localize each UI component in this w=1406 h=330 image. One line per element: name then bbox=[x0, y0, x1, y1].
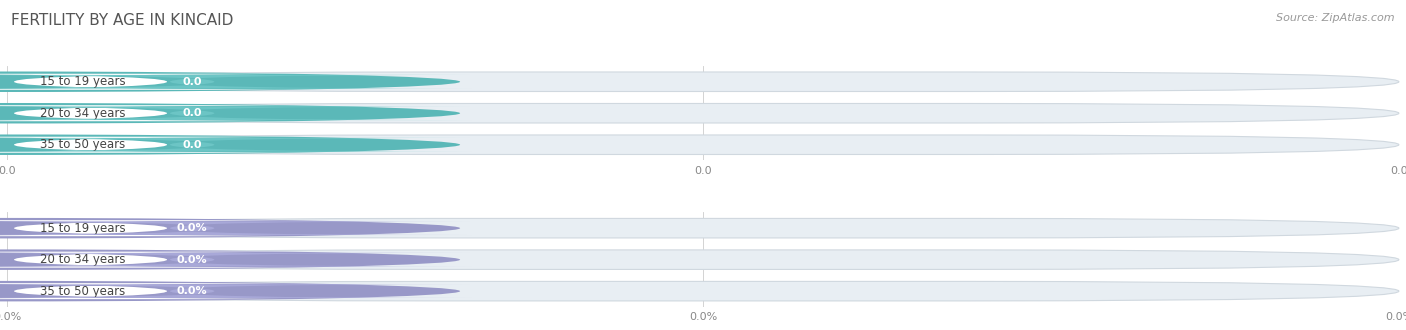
Text: 15 to 19 years: 15 to 19 years bbox=[41, 75, 125, 88]
Text: 35 to 50 years: 35 to 50 years bbox=[41, 138, 125, 151]
Circle shape bbox=[0, 72, 460, 92]
Text: 0.0%: 0.0% bbox=[177, 255, 208, 265]
FancyBboxPatch shape bbox=[0, 283, 368, 299]
Text: Source: ZipAtlas.com: Source: ZipAtlas.com bbox=[1277, 13, 1395, 23]
Text: 20 to 34 years: 20 to 34 years bbox=[41, 107, 125, 120]
FancyBboxPatch shape bbox=[7, 218, 1399, 238]
Text: 0.0%: 0.0% bbox=[177, 286, 208, 296]
FancyBboxPatch shape bbox=[0, 106, 472, 120]
FancyBboxPatch shape bbox=[7, 281, 1399, 301]
Text: 0.0: 0.0 bbox=[183, 77, 202, 87]
Text: 0.0: 0.0 bbox=[183, 108, 202, 118]
FancyBboxPatch shape bbox=[0, 105, 368, 121]
FancyBboxPatch shape bbox=[0, 220, 368, 236]
Text: 0.0%: 0.0% bbox=[177, 223, 208, 233]
FancyBboxPatch shape bbox=[0, 253, 472, 267]
Text: 0.0: 0.0 bbox=[183, 140, 202, 150]
Text: 35 to 50 years: 35 to 50 years bbox=[41, 285, 125, 298]
Circle shape bbox=[0, 135, 460, 155]
FancyBboxPatch shape bbox=[0, 74, 368, 90]
Text: 15 to 19 years: 15 to 19 years bbox=[41, 222, 125, 235]
FancyBboxPatch shape bbox=[0, 284, 472, 298]
FancyBboxPatch shape bbox=[7, 250, 1399, 269]
FancyBboxPatch shape bbox=[0, 137, 368, 153]
FancyBboxPatch shape bbox=[0, 252, 368, 268]
FancyBboxPatch shape bbox=[0, 75, 472, 88]
FancyBboxPatch shape bbox=[0, 138, 472, 151]
Circle shape bbox=[0, 249, 460, 270]
FancyBboxPatch shape bbox=[7, 72, 1399, 91]
Circle shape bbox=[0, 103, 460, 123]
FancyBboxPatch shape bbox=[0, 221, 472, 235]
Circle shape bbox=[0, 218, 460, 238]
FancyBboxPatch shape bbox=[7, 135, 1399, 154]
Text: FERTILITY BY AGE IN KINCAID: FERTILITY BY AGE IN KINCAID bbox=[11, 13, 233, 28]
Text: 20 to 34 years: 20 to 34 years bbox=[41, 253, 125, 266]
FancyBboxPatch shape bbox=[7, 104, 1399, 123]
Circle shape bbox=[0, 281, 460, 301]
